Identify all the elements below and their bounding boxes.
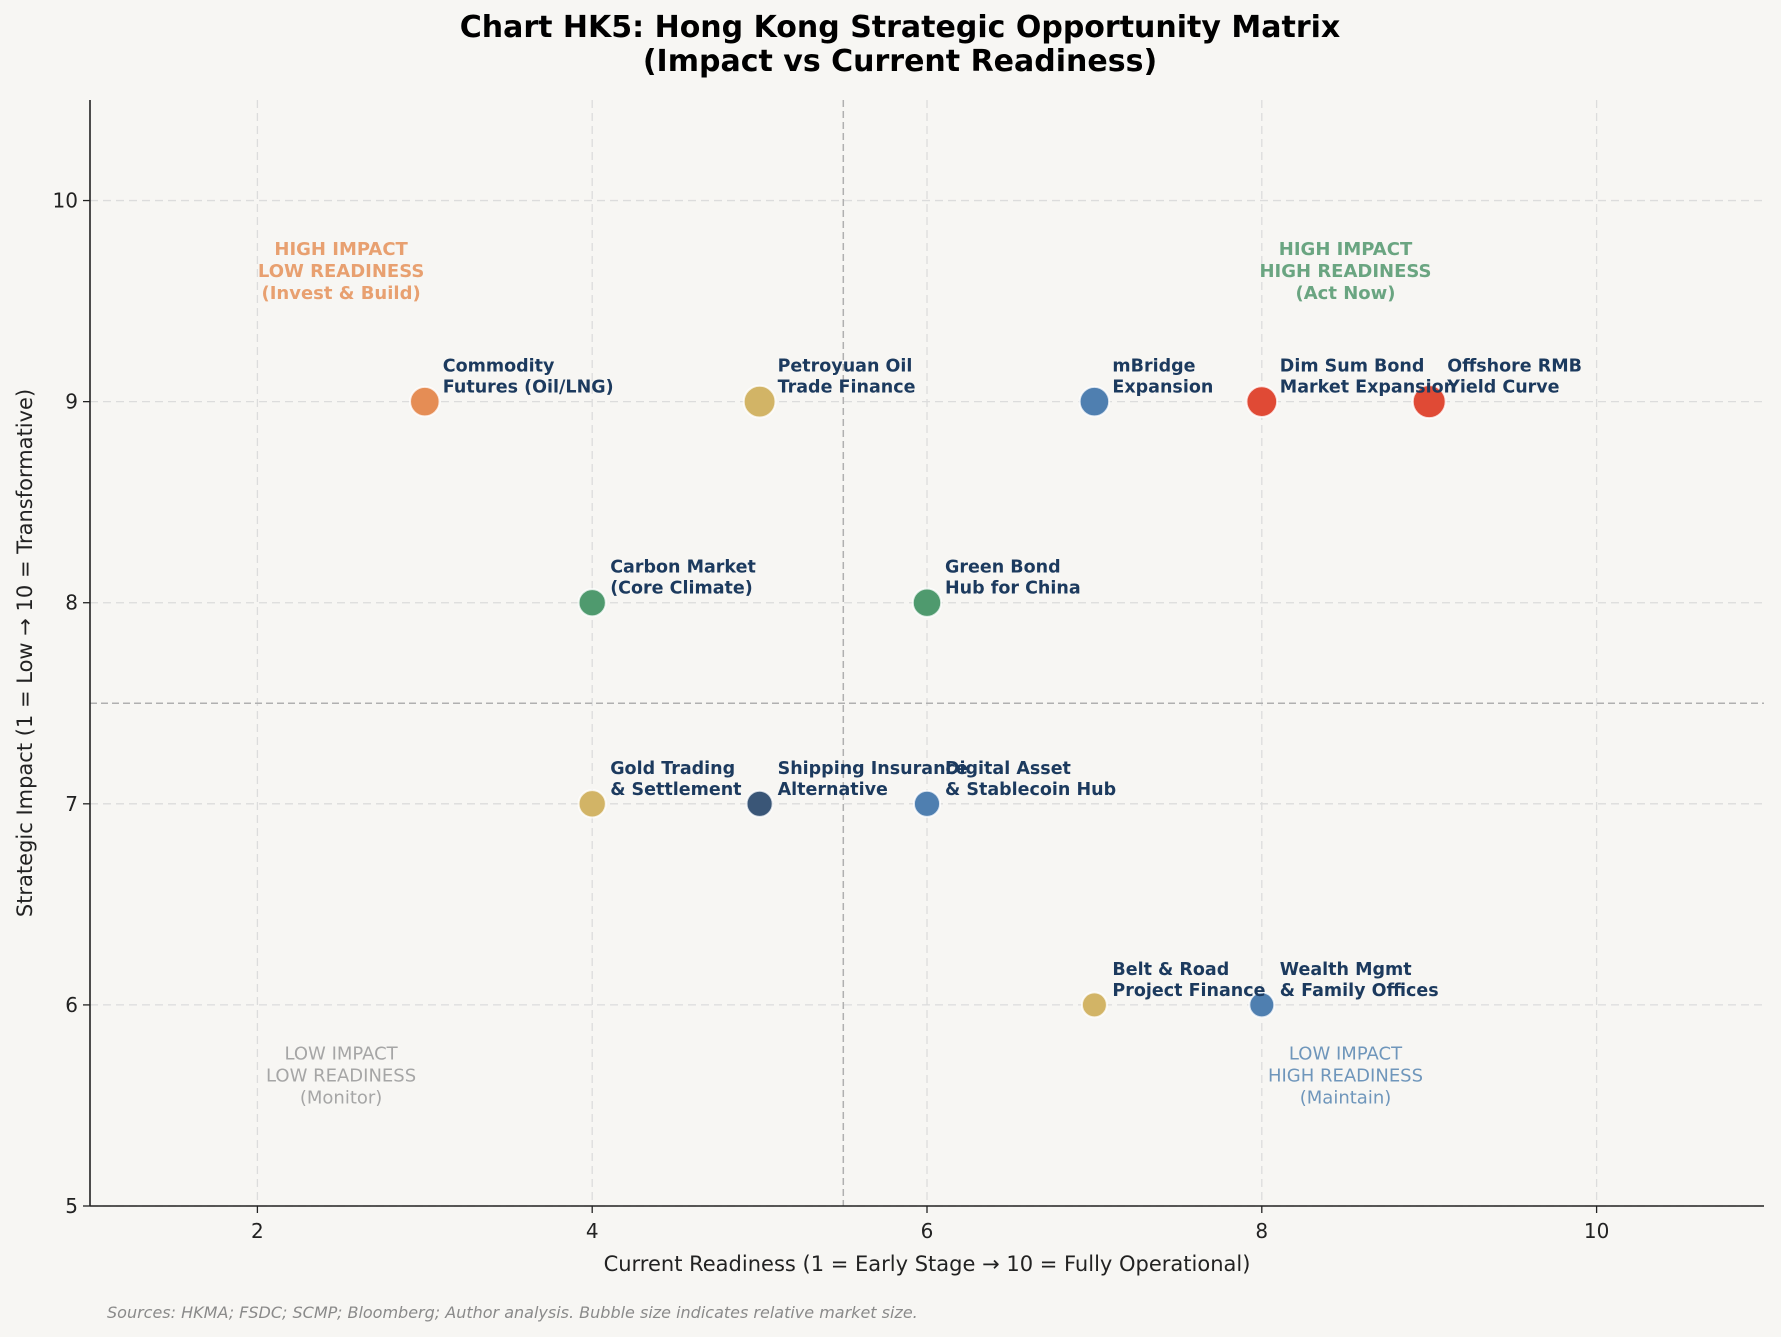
bubble-label: Futures (Oil/LNG) (443, 378, 614, 398)
bubble-label: Green Bond (945, 558, 1061, 578)
bubble-label: Gold Trading (610, 759, 735, 779)
bubble-label: Carbon Market (610, 558, 756, 578)
y-tick-label: 7 (65, 792, 78, 816)
quadrant-label: LOW IMPACT (285, 1043, 399, 1064)
bubble (1078, 385, 1111, 418)
bubble (1411, 384, 1447, 420)
quadrant-dividers (90, 100, 1764, 1206)
bubble-label: Offshore RMB (1447, 357, 1582, 377)
bubble-label: (Core Climate) (610, 579, 753, 599)
x-tick-label: 10 (1584, 1219, 1609, 1243)
x-axis-label: Current Readiness (1 = Early Stage → 10 … (604, 1252, 1251, 1276)
bubble-label: Belt & Road (1112, 960, 1229, 980)
bubble (1248, 991, 1276, 1019)
axes: 2 4 6 8 10 5 6 7 8 9 10 (53, 100, 1764, 1243)
bubble-label: Yield Curve (1446, 378, 1559, 398)
bubble (911, 587, 943, 618)
bubble-label: & Settlement (610, 780, 741, 800)
x-tick-label: 2 (251, 1219, 264, 1243)
bubble-label: Market Expansion (1280, 378, 1456, 398)
bubble-label: Commodity (443, 357, 555, 377)
bubble-label: Wealth Mgmt (1280, 960, 1412, 980)
quadrant-label: (Maintain) (1300, 1087, 1392, 1108)
bubble (577, 789, 607, 819)
y-tick-label: 6 (65, 993, 78, 1017)
bubble (745, 789, 774, 818)
bubble-label: Trade Finance (778, 378, 916, 398)
x-tick-label: 4 (586, 1219, 599, 1243)
chart-subtitle: (Impact vs Current Readiness) (643, 44, 1157, 79)
quadrant-label: (Monitor) (300, 1087, 382, 1108)
bubble-label: Expansion (1112, 378, 1213, 398)
bubble-label: Digital Asset (945, 759, 1071, 779)
bubble-label: Shipping Insurance (778, 759, 968, 779)
source-note: Sources: HKMA; FSDC; SCMP; Bloomberg; Au… (107, 1303, 918, 1322)
bubble-label: mBridge (1112, 357, 1195, 377)
quadrant-label: (Act Now) (1296, 283, 1396, 304)
bubble (577, 588, 607, 618)
chart-title: Chart HK5: Hong Kong Strategic Opportuni… (460, 10, 1341, 45)
bubble-label: Project Finance (1112, 981, 1265, 1001)
quadrant-label: LOW IMPACT (1289, 1043, 1403, 1064)
quadrant-label: HIGH IMPACT (274, 239, 408, 260)
y-tick-label: 9 (65, 390, 78, 414)
quadrant-label: HIGH READINESS (1259, 261, 1431, 282)
bubble (1245, 385, 1279, 418)
data-points (409, 384, 1447, 1019)
bubble-label: Hub for China (945, 579, 1081, 599)
bubble (742, 384, 777, 419)
bubble-label: & Stablecoin Hub (945, 780, 1116, 800)
bubble (409, 385, 441, 418)
quadrant-label: HIGH IMPACT (1279, 239, 1413, 260)
x-tick-label: 8 (1255, 1219, 1268, 1243)
bubble (1080, 991, 1108, 1019)
bubble-label: Petroyuan Oil (778, 357, 913, 377)
y-tick-label: 5 (65, 1194, 78, 1218)
y-tick-label: 10 (53, 189, 78, 213)
y-axis-label: Strategic Impact (1 = Low → 10 = Transfo… (13, 389, 37, 917)
y-tick-label: 8 (65, 591, 78, 615)
quadrant-label: HIGH READINESS (1268, 1065, 1423, 1086)
bubble-label: & Family Offices (1280, 981, 1439, 1001)
quadrant-label: (Invest & Build) (261, 283, 420, 304)
bubble (912, 789, 942, 818)
x-tick-label: 6 (921, 1219, 934, 1243)
quadrant-label: LOW READINESS (266, 1065, 416, 1086)
quadrant-label: LOW READINESS (258, 261, 424, 282)
bubble-label: Dim Sum Bond (1280, 357, 1425, 377)
bubble-label: Alternative (778, 780, 888, 800)
